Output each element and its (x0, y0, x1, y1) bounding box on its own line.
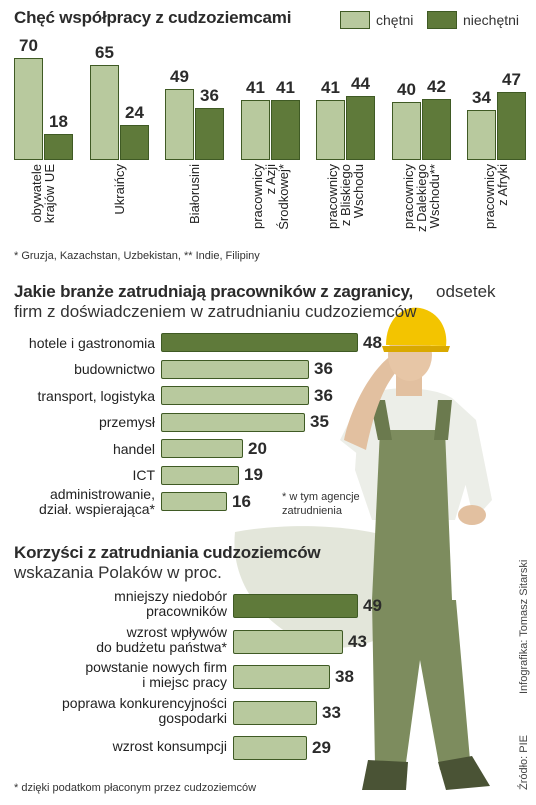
bar-value-label: 47 (502, 70, 521, 89)
bar-willing (165, 89, 194, 160)
bar-value-label: 41 (276, 78, 295, 97)
worker-overall-bib (372, 430, 452, 600)
bar (161, 359, 309, 379)
bar-value-label: 44 (351, 74, 370, 93)
bar-value-label: 65 (95, 43, 114, 62)
bar-unwilling (497, 92, 526, 160)
row-label: mniejszy niedobór pracowników (114, 588, 227, 619)
bar-willing (467, 110, 496, 160)
bar-willing (241, 100, 270, 160)
credit-graphic: Infografika: Tomasz Sitarski (518, 559, 530, 694)
bar-value-label: 41 (246, 78, 265, 97)
legend-label-unwilling: niechętni (463, 12, 520, 28)
worker-legs (372, 600, 470, 770)
legend-swatch-willing (340, 11, 370, 29)
bar-willing (90, 65, 119, 160)
bar-value-label: 42 (427, 77, 446, 96)
bar-unwilling (422, 99, 451, 160)
chart2-subtitle-part2: firm z doświadczeniem w zatrudnianiu cud… (14, 302, 417, 321)
bar-value-label: 49 (170, 67, 189, 86)
bar-value-label: 43 (348, 631, 367, 651)
bar-unwilling (271, 100, 300, 160)
worker-boot-left (362, 760, 408, 790)
chart2-subtitle-part1: odsetek (436, 282, 496, 301)
bar-value-label: 20 (248, 438, 267, 458)
bar (233, 700, 317, 725)
row-label: przemysł (98, 414, 155, 430)
bar-value-label: 29 (312, 738, 331, 757)
bar-value-label: 36 (314, 385, 333, 405)
category-label: pracownicy z Bliskiego Wschodu (324, 164, 366, 230)
chart2-title: Jakie branże zatrudniają pracowników z z… (14, 282, 413, 301)
bar-value-label: 38 (335, 667, 354, 686)
worker-arm-right (452, 398, 492, 520)
bar-value-label: 48 (363, 332, 382, 352)
bar-highlight (233, 594, 358, 618)
row-label: powstanie nowych firm i miejsc pracy (85, 659, 227, 690)
category-label: Ukraińcy (111, 164, 127, 215)
category-label: pracownicy z Afryki (482, 164, 510, 230)
worker-strap-right (434, 400, 452, 440)
chart3-footnote: * dzięki podatkom płaconym przez cudzozi… (14, 782, 257, 794)
bar-willing (392, 102, 421, 160)
helmet-icon (386, 307, 447, 346)
category-label: obywatele krajów UE (29, 164, 57, 224)
worker-forearm-left (344, 355, 400, 450)
bar (161, 439, 243, 458)
bar (161, 412, 305, 432)
row-label: ICT (132, 467, 155, 483)
bar-unwilling (44, 134, 73, 160)
bar-willing (14, 58, 43, 160)
category-label: pracownicy z Azji Środkowej* (249, 164, 291, 230)
bar-value-label: 16 (232, 491, 251, 511)
chart2-heading: Jakie branże zatrudniają pracowników z z… (14, 282, 413, 302)
chart3-subtitle: wskazania Polaków w proc. (14, 563, 222, 582)
chart1-title: Chęć współpracy z cudzoziemcami (14, 8, 292, 27)
bar-value-label: 40 (397, 80, 416, 99)
bar-value-label: 70 (19, 36, 38, 55)
bar-value-label: 19 (244, 465, 263, 484)
bar-value-label: 41 (321, 78, 340, 97)
row-label: administrowanie, dział. wspierająca* (39, 486, 155, 517)
bar-unwilling (120, 125, 149, 160)
bar-unwilling (346, 96, 375, 160)
row-label: budownictwo (74, 361, 155, 377)
bar (161, 492, 227, 511)
bar-value-label: 24 (125, 103, 144, 122)
chart1-footnote: * Gruzja, Kazachstan, Uzbekistan, ** Ind… (14, 250, 260, 262)
bar-value-label: 33 (322, 702, 341, 722)
bar-value-label: 35 (310, 412, 329, 431)
chart2-footnote: * w tym agencje zatrudnienia (282, 491, 360, 517)
legend-swatch-unwilling (427, 11, 457, 29)
bar (233, 665, 330, 689)
bar (161, 465, 239, 485)
row-label: poprawa konkurencyjności gospodarki (62, 694, 227, 726)
bar (233, 629, 343, 654)
row-label: handel (112, 440, 155, 457)
bar-value-label: 36 (200, 86, 219, 105)
bar-value-label: 18 (49, 112, 68, 131)
bar-value-label: 36 (314, 359, 333, 378)
bar-unwilling (195, 108, 224, 160)
bar-willing (316, 100, 345, 160)
helmet-brim (382, 346, 450, 352)
bar (233, 736, 307, 760)
bar-value-label: 49 (363, 596, 382, 615)
worker-hand-right (458, 505, 486, 525)
legend-label-willing: chętni (376, 12, 414, 28)
credit-source: Źródło: PIE (518, 734, 530, 790)
row-label: hotele i gastronomia (28, 334, 155, 351)
row-label: wzrost konsumpcji (112, 737, 227, 754)
bar-value-label: 34 (472, 88, 491, 107)
row-label: wzrost wpływów do budżetu państwa* (96, 623, 227, 655)
bar-highlight (161, 333, 358, 352)
bar (161, 386, 309, 405)
category-label: pracownicy z Dalekiego Wschodu** (400, 164, 442, 232)
worker-boot-right (438, 756, 490, 790)
category-label: Białorusini (186, 164, 202, 224)
chart3-title: Korzyści z zatrudniania cudzoziemców (14, 543, 321, 562)
row-label: transport, logistyka (37, 387, 156, 404)
